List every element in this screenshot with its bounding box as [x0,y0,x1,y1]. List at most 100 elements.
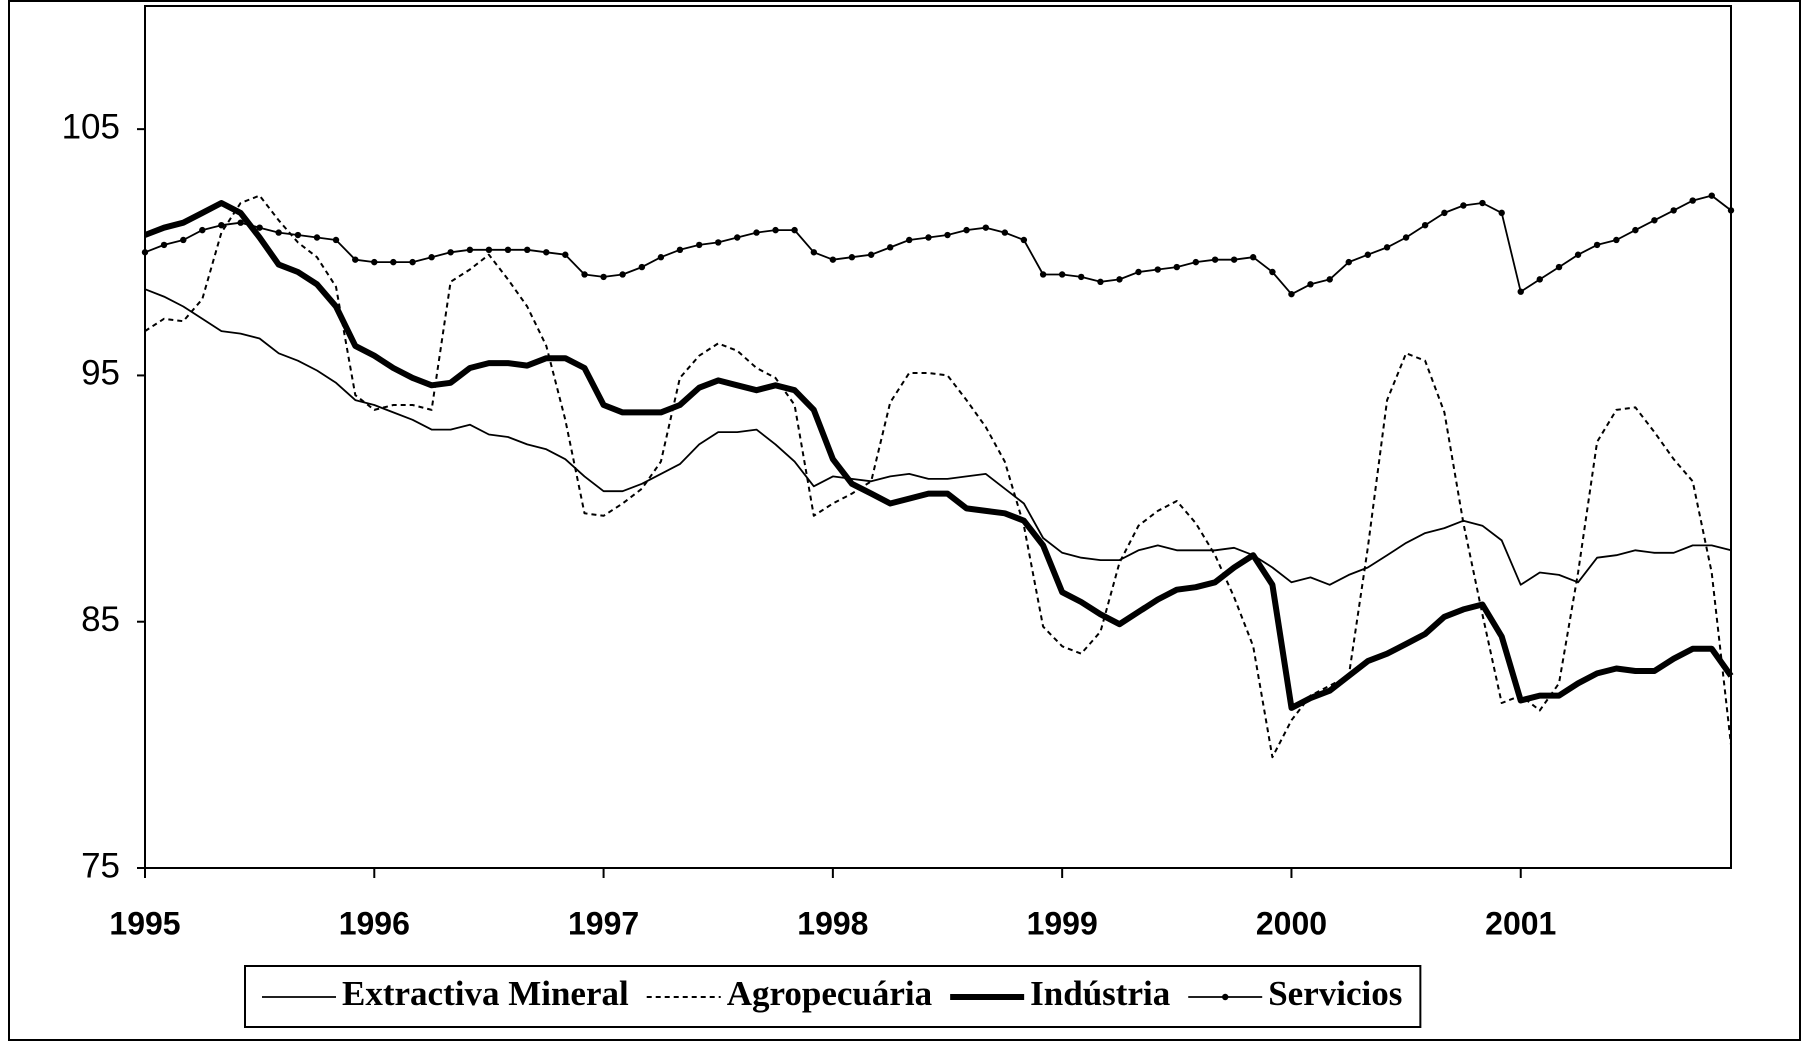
x-tick-label: 1997 [568,905,639,941]
point [160,241,168,249]
point [1326,276,1333,283]
point [1077,273,1085,281]
point [1269,268,1276,276]
point [1708,192,1715,199]
point [676,246,684,254]
y-tick-label: 105 [62,107,120,146]
point [218,221,225,229]
point [848,254,856,261]
legend-marker [1222,993,1229,1001]
point [332,236,340,244]
point [543,249,550,256]
point [1307,281,1314,288]
point [428,254,435,261]
point [867,251,875,258]
point [352,256,359,263]
point [1460,202,1467,209]
point [1517,288,1524,295]
y-tick-label: 85 [81,600,120,639]
legend-label: Extractiva Mineral [342,974,629,1013]
point [581,271,588,278]
point [1249,254,1257,261]
series-line [144,194,1732,296]
x-tick-label: 1995 [109,905,180,941]
point [1593,241,1601,249]
point [199,226,206,234]
point [886,244,894,251]
x-tick-label: 2000 [1256,905,1327,941]
point [1441,209,1448,217]
x-tick-label: 1998 [797,905,868,941]
point [753,229,760,236]
series-line [144,194,1732,759]
point [180,236,187,244]
point [1345,258,1352,266]
x-tick-label: 1999 [1027,905,1098,941]
point [1001,229,1009,236]
series-line [144,288,1732,586]
point [237,219,244,226]
point [1402,234,1410,241]
point [657,254,665,261]
legend-label: Agropecuária [727,974,932,1013]
point [1555,263,1563,271]
point [600,273,607,281]
y-tick-label: 75 [81,846,120,885]
point [1020,236,1028,244]
point [1154,266,1161,273]
point [1230,256,1238,263]
point [313,234,321,241]
point [1364,251,1372,258]
point [485,246,493,254]
point [409,258,416,266]
point [466,246,474,254]
y-tick-label: 95 [81,354,120,393]
point [275,229,282,236]
frame [8,0,1801,1041]
point [1479,199,1486,207]
point [619,271,626,278]
plot-area [144,5,1732,869]
legend-label: Indústria [1030,974,1170,1013]
point [1211,256,1219,263]
point [925,234,932,241]
point [1574,251,1582,258]
point [638,263,646,271]
legend-label: Servicios [1268,974,1402,1013]
point [791,226,798,234]
point [1173,263,1181,271]
point [1536,276,1543,283]
point [1288,290,1295,298]
point [715,239,722,246]
point [829,256,837,263]
point [944,231,951,239]
x-tick-label: 1996 [339,905,410,941]
point [906,236,913,244]
point [1727,207,1735,214]
point [371,258,378,266]
point [1670,207,1677,214]
point [447,249,454,256]
point [1498,209,1505,217]
point [1383,244,1391,251]
point [504,246,512,254]
point [1097,278,1104,286]
x-tick-label: 2001 [1485,905,1556,941]
point [562,251,569,258]
point [772,226,779,234]
point [982,224,990,231]
point [1058,271,1066,278]
point [1039,271,1047,278]
point [1632,226,1639,234]
point [141,249,149,256]
point [256,224,263,231]
point [524,246,531,254]
point [1613,236,1620,244]
point [963,226,970,234]
point [1192,258,1200,266]
point [734,234,741,241]
point [1116,276,1123,283]
point [1135,268,1142,276]
point [294,231,302,239]
